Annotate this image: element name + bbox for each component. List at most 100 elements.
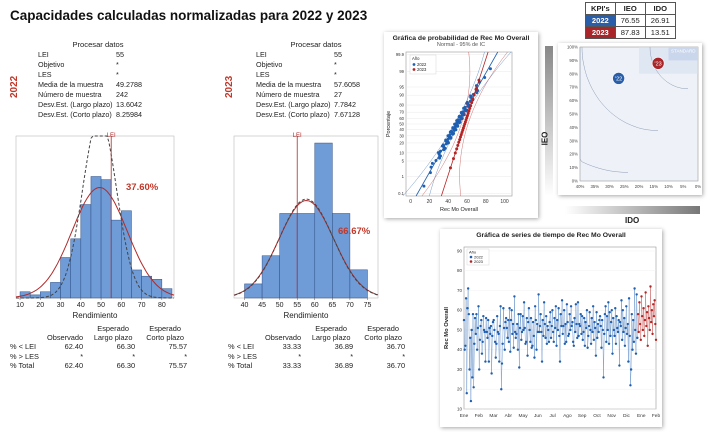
data-point (594, 354, 598, 357)
data-point (610, 309, 613, 312)
data-point (561, 332, 564, 336)
y-tick-label: 90 (399, 93, 404, 98)
ieo-axis-label: IEO (540, 131, 550, 146)
data-point (560, 324, 563, 328)
data-point (532, 334, 535, 338)
y-axis-label: Porcentaje (386, 111, 392, 137)
proc-value: * (116, 60, 119, 69)
data-point (515, 332, 518, 336)
iso-curve (581, 46, 659, 131)
proc-label: Desv.Est. (Largo plazo) (38, 100, 113, 109)
data-point (549, 336, 553, 340)
x-axis-label: Rec Mo Overall (440, 207, 478, 213)
performance-table-2022: Observado Esperado Largo plazo Esperado Co… (10, 324, 191, 371)
kpi-point (651, 57, 665, 70)
data-point (587, 324, 591, 328)
proc-label: LEI (256, 50, 267, 59)
data-point (516, 348, 520, 351)
data-point (524, 342, 527, 346)
perf-cell: 36.70 (386, 361, 406, 371)
x-tick-label: 40% (576, 184, 585, 189)
y-tick-label: 80 (457, 268, 463, 273)
perf-cell: * (132, 351, 136, 361)
data-point (466, 287, 470, 290)
data-point (623, 344, 627, 347)
y-tick-label: 70% (569, 85, 578, 90)
data-point (591, 330, 594, 334)
x-tick-label: 10% (664, 184, 673, 189)
perf-cell: 66.30 (116, 361, 136, 371)
x-tick-label: 55 (293, 302, 301, 309)
data-point (598, 314, 602, 318)
data-point (466, 111, 470, 115)
data-point (616, 330, 620, 334)
legend-title: Año (469, 250, 477, 255)
x-tick-label: 65 (328, 302, 336, 309)
data-point (478, 338, 482, 342)
data-point (518, 326, 522, 330)
data-point (555, 344, 558, 347)
short-term-normal-curve (233, 198, 379, 296)
data-point (481, 340, 484, 344)
data-point (544, 336, 547, 340)
x-tick-label: 100 (500, 199, 509, 205)
x-tick-label: 70 (138, 302, 146, 309)
histogram-2023: LEI 40 45 50 55 60 65 70 75 Rendimiento (233, 133, 379, 320)
data-point (483, 330, 486, 334)
data-point (467, 109, 471, 113)
proc-label: Desv.Est. (Largo plazo) (256, 100, 331, 109)
data-point (485, 330, 488, 334)
proc-label: Media de la muestra (38, 80, 104, 89)
data-point (651, 332, 654, 336)
x-tick-label: 80 (158, 302, 166, 309)
data-point (629, 384, 632, 387)
data-point (528, 328, 531, 332)
data-point (579, 312, 582, 316)
data-point (509, 350, 512, 353)
proc-value: * (334, 70, 337, 79)
x-tick-label: 40 (445, 199, 451, 205)
data-point (556, 318, 559, 322)
ieo-gradient-bar (545, 46, 553, 196)
data-point (638, 301, 641, 304)
x-tick-label: Dic (623, 413, 631, 419)
data-point (578, 322, 581, 326)
data-point (569, 328, 572, 332)
data-point (636, 312, 640, 316)
y-tick-label: 100% (567, 45, 578, 50)
data-point (602, 376, 605, 379)
data-point (584, 320, 587, 324)
data-point (607, 342, 611, 346)
data-point (601, 328, 605, 332)
data-point (457, 140, 461, 144)
data-point (578, 324, 582, 328)
perf-cell: * (184, 351, 188, 361)
data-point (549, 310, 552, 314)
data-point (558, 360, 562, 363)
proc-value: 8.25984 (116, 110, 142, 119)
perf-row-label: % < LEI (228, 342, 255, 351)
data-point (491, 334, 494, 338)
x-tick-label: 70 (346, 302, 354, 309)
perf-header: Observado (264, 333, 302, 342)
proc-label: Desv.Est. (Corto plazo) (38, 110, 112, 119)
proc-value: 55 (334, 50, 342, 59)
kpi-year-2022: 2022 (585, 14, 616, 27)
histogram-2022: LEI 10 20 30 40 50 60 70 80 Rendimiento (15, 133, 175, 320)
y-tick-label: 90 (457, 248, 463, 253)
x-tick-label: 15% (649, 184, 658, 189)
perf-cell: 33.33 (282, 361, 302, 371)
y-tick-label: 90% (569, 58, 578, 63)
y-tick-label: 80 (399, 103, 404, 108)
proc-value: 27 (334, 90, 342, 99)
x-tick-label: 35% (590, 184, 599, 189)
time-series-card: Gráfica de series de tiempo de Rec Mo Ov… (440, 229, 662, 427)
histogram-bar (279, 213, 298, 299)
histogram-bar (296, 213, 316, 299)
data-point (547, 328, 550, 332)
perf-row-label: % Total (228, 361, 253, 371)
data-point (643, 334, 646, 338)
data-point (607, 301, 610, 304)
data-point (641, 328, 645, 332)
data-point (470, 101, 474, 105)
